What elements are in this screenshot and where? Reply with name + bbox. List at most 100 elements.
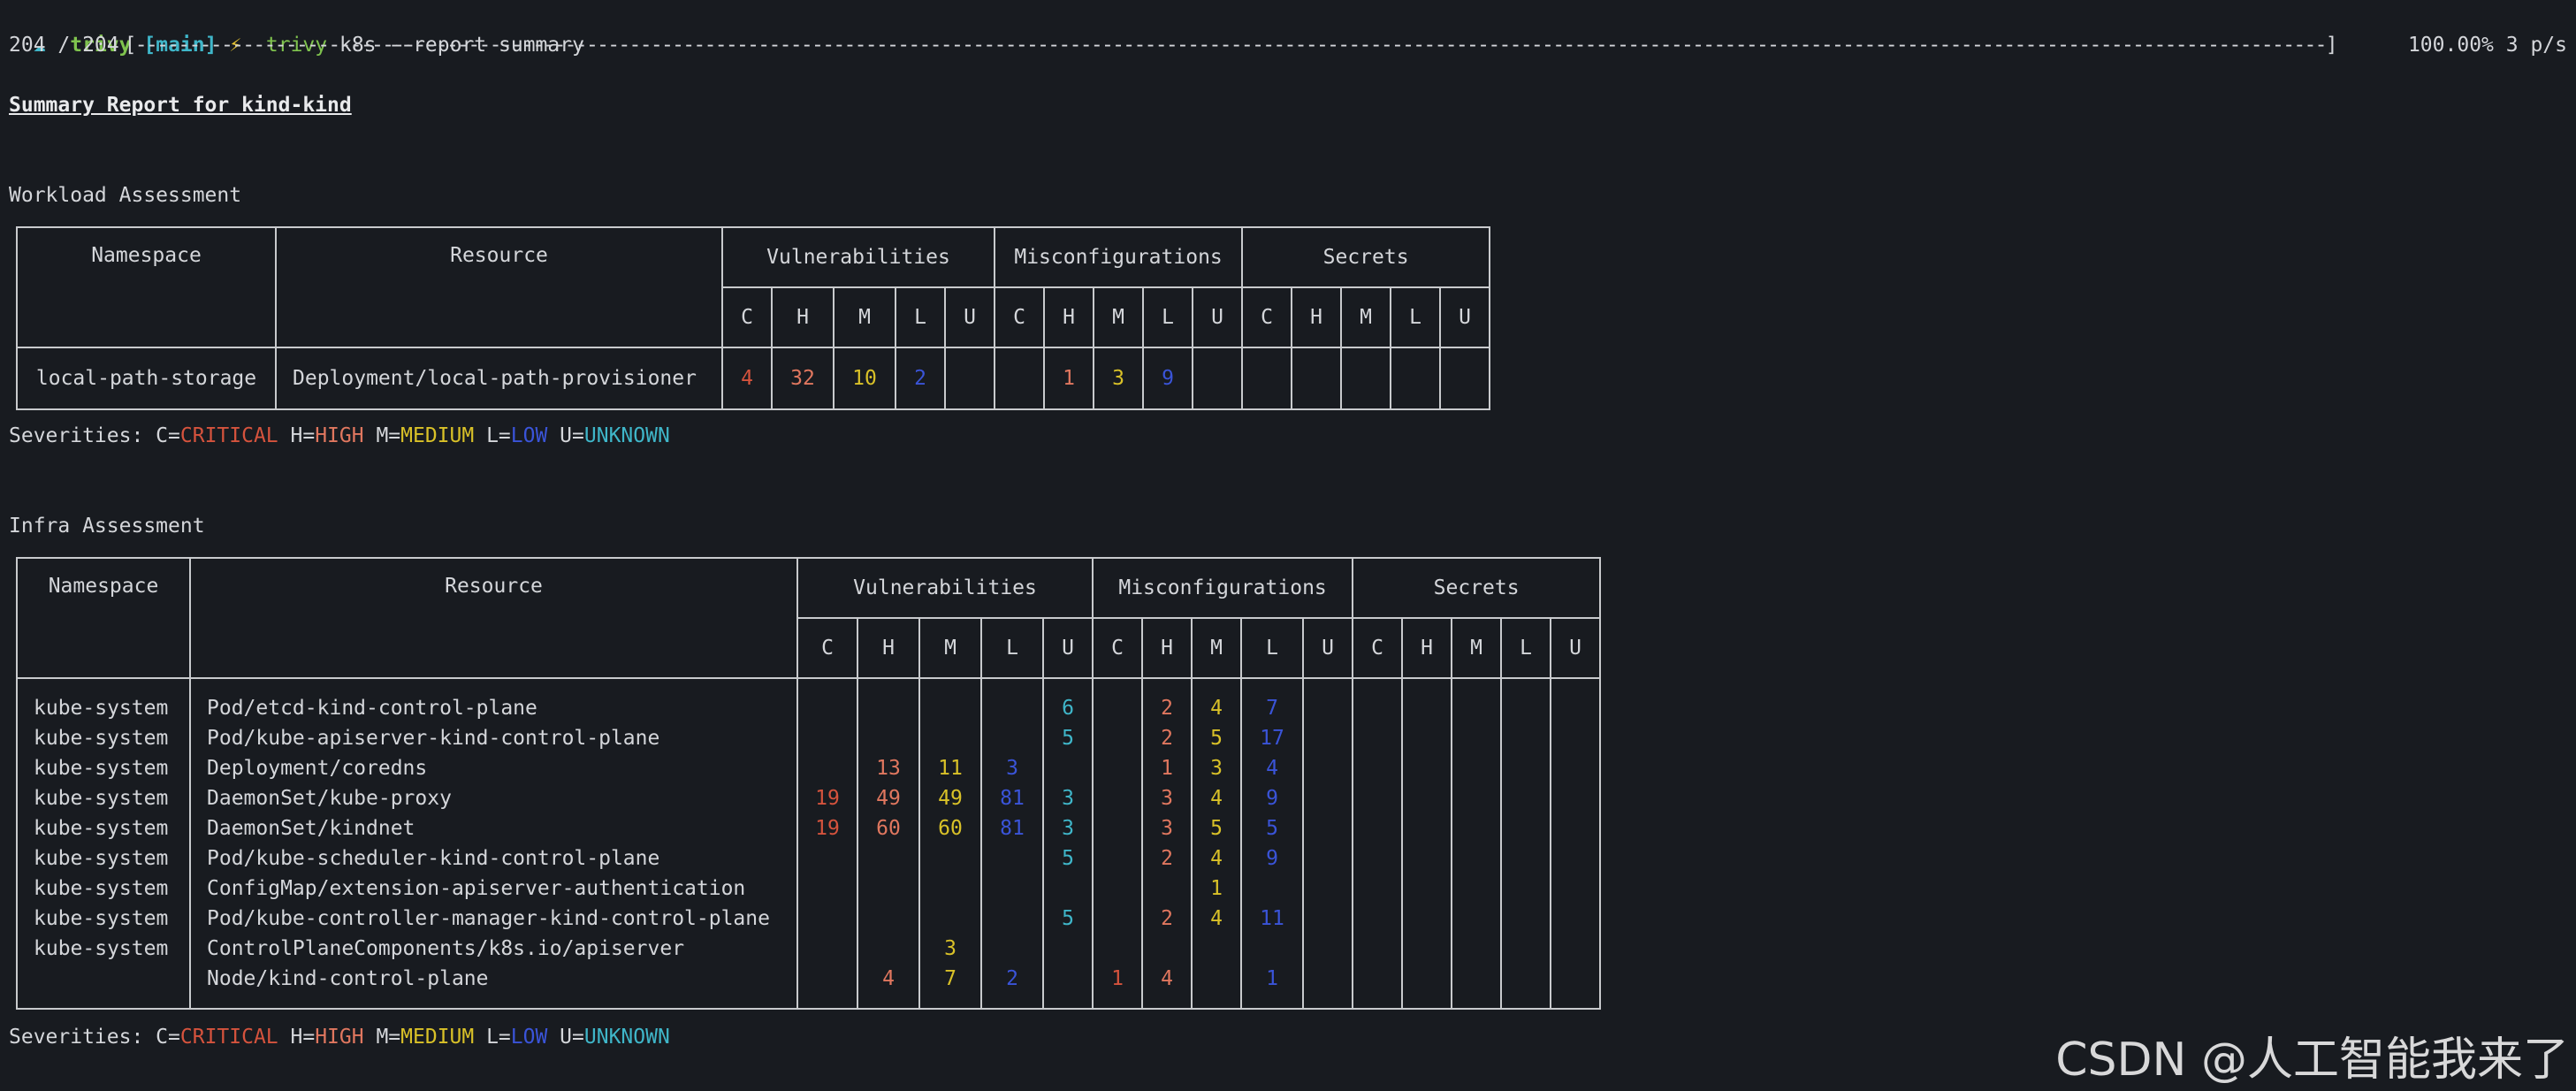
vuln-column-lines: 3 81 81 2 [983,693,1041,994]
severity-column-header: U [943,286,996,348]
misconf-column-value: 1 [1161,757,1173,780]
misconf-column-value [1193,934,1239,964]
vuln-column-value [859,934,918,964]
severity-legend-word: CRITICAL [179,1026,278,1049]
misconf-column-value: 3 [1161,817,1173,840]
severity-legend-key: C= [156,1026,180,1049]
secrets-column-value [1503,753,1549,783]
vuln-column-lines: 6 5 3 3 5 5 [1045,693,1091,994]
workload-table: Namespace Resource Vulnerabilities Misco… [16,226,1491,410]
vuln-column-value [921,723,979,753]
progress-percent: 100.00% [2407,34,2494,57]
secrets-column-value [1552,843,1598,874]
secrets-column-value [1354,964,1400,994]
severity-legend-prefix: Severities: [9,1026,156,1049]
severity-legend-key: L= [474,1026,511,1049]
misconf-column-value [1305,693,1351,723]
resource-column: Pod/etcd-kind-control-plane Pod/kube-apis… [189,677,798,1010]
vuln-column-value: 4 [882,967,895,990]
secrets-column-lines [1552,693,1598,994]
misconf-column-value [1305,904,1351,934]
vuln-column-value [799,723,856,753]
progress-count: 204 / 204 [9,34,119,57]
header-resource: Resource [189,557,798,679]
misconf-column-lines: 4 5 3 4 5 4 1 4 [1193,693,1239,994]
severity-column-header: M [833,286,896,348]
vuln-column-value [983,723,1041,753]
vuln-column-value [1045,964,1091,994]
severity-column-header: H [857,617,920,679]
command-binary: trivy [265,34,328,57]
vuln-column-value: 19 [815,787,840,810]
severity-legend-key: H= [278,1026,316,1049]
progress-line: 204 / 204 [-----------------------------… [9,30,2567,60]
secrets-count-cell [1390,347,1442,410]
severity-legend-word: CRITICAL [179,424,278,447]
misconf-column-value: 1 [1210,877,1223,900]
severity-legend-key: U= [547,1026,584,1049]
secrets-count-cell [1439,347,1491,410]
severity-legend-word: HIGH [315,1026,364,1049]
vuln-column-value [799,874,856,904]
secrets-column-value [1503,693,1549,723]
misconf-column-value: 4 [1210,907,1223,930]
vuln-column-value: 3 [1062,787,1074,810]
secrets-column-value [1552,723,1598,753]
misconf-column-value: 17 [1260,727,1284,750]
resource-column-value: DaemonSet/kube-proxy [207,787,452,810]
secrets-count-cell [1241,347,1293,410]
secrets-column-value [1552,693,1598,723]
vuln-column-value [983,843,1041,874]
misconf-column-value: 5 [1210,727,1223,750]
namespace-column-lines: kube-system kube-system kube-system kube-sy… [34,693,188,994]
vuln-column-value [983,904,1041,934]
secrets-column-value [1503,964,1549,994]
severity-column-header: C [994,286,1046,348]
cloud-icon: ☁ [33,34,46,57]
resource-column-value: ControlPlaneComponents/k8s.io/apiserver [207,937,685,960]
resource-column-value: Pod/etcd-kind-control-plane [207,697,537,720]
severity-legend-key: C= [156,424,180,447]
misconf-column-value [1094,723,1140,753]
severity-legend: Severities: C=CRITICAL H=HIGH M=MEDIUM L… [9,1022,670,1052]
secrets-column-value [1354,723,1400,753]
secrets-column-value [1503,843,1549,874]
namespace-column-value: kube-system [34,937,169,960]
misconf-column-value [1305,934,1351,964]
shell-prompt: ☁ trivy [main] ⚡ trivy k8s --report summ… [9,0,584,60]
severity-column-header: M [1340,286,1392,348]
secrets-column-value [1354,874,1400,904]
misconf-column-value [1094,783,1140,813]
resource-column-value: Pod/kube-apiserver-kind-control-plane [207,727,660,750]
resource-cell: Deployment/local-path-provisioner [275,347,723,410]
namespace-column-value: kube-system [34,697,169,720]
vuln-column-value [859,904,918,934]
secrets-column-value [1404,964,1450,994]
secrets-column-value [1354,904,1400,934]
secrets-column-value [1404,874,1450,904]
secrets-column-value [1453,813,1499,843]
secrets-column-lines [1453,693,1499,994]
misconf-column-value [1305,813,1351,843]
misconf-column-value: 7 [1266,697,1278,720]
header-secrets: Secrets [1352,557,1602,619]
vuln-count-cell: 32 [771,347,835,410]
header-secrets: Secrets [1241,226,1491,288]
severity-legend-word: UNKNOWN [583,1026,670,1049]
misconf-column-value [1305,964,1351,994]
header-namespace: Namespace [16,226,277,348]
secrets-column-value [1453,934,1499,964]
secrets-column-value [1503,813,1549,843]
vuln-count-cell: 2 [895,347,946,410]
vuln-column-value [921,874,979,904]
severity-legend-key: M= [363,424,401,447]
severity-legend-key: U= [547,424,584,447]
severity-legend-key: M= [363,1026,401,1049]
secrets-column-value [1552,783,1598,813]
severity-legend-word: LOW [510,424,548,447]
secrets-column-value [1404,783,1450,813]
misconf-column-value [1094,843,1140,874]
severity-column-header: U [1041,617,1094,679]
vuln-column-value [921,904,979,934]
namespace-column-value: kube-system [34,907,169,930]
